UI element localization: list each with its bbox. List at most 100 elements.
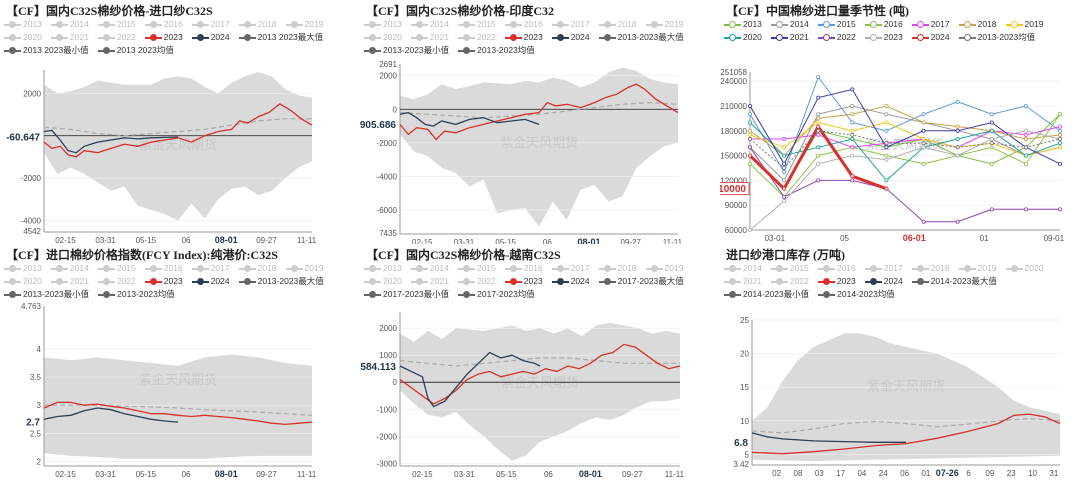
- legend-item-2013-2023最大值[interactable]: 2013-2023最大值: [238, 275, 324, 288]
- legend-item-2023[interactable]: 2023: [864, 31, 903, 44]
- legend-item-2016[interactable]: 2016: [144, 18, 183, 31]
- legend-item-2017-2023最大值[interactable]: 2017-2023最大值: [598, 275, 684, 288]
- legend-item-2013-2023最小值[interactable]: 2013-2023最小值: [4, 288, 89, 301]
- legend-item-2013-2023均值[interactable]: 2013-2023均值: [458, 44, 535, 57]
- legend-item-2014[interactable]: 2014: [410, 262, 449, 275]
- legend-item-2013[interactable]: 2013: [724, 18, 762, 31]
- legend-item-2019[interactable]: 2019: [958, 262, 997, 275]
- legend-label: 2019: [304, 19, 324, 29]
- legend-item-2021[interactable]: 2021: [50, 275, 89, 288]
- legend-item-2023[interactable]: 2023: [817, 275, 856, 288]
- series-point-2022: [816, 178, 821, 183]
- legend-item-2014[interactable]: 2014: [724, 262, 762, 275]
- legend-item-2014[interactable]: 2014: [410, 18, 449, 31]
- legend-item-2014-2023最大值[interactable]: 2014-2023最大值: [911, 275, 997, 288]
- legend-item-2014[interactable]: 2014: [50, 262, 89, 275]
- x-tick-label: 08-01: [215, 469, 238, 479]
- legend-item-2017-2023均值[interactable]: 2017-2023均值: [458, 288, 535, 301]
- legend-item-2023[interactable]: 2023: [504, 275, 543, 288]
- legend-item-2024[interactable]: 2024: [551, 31, 590, 44]
- legend-item-2014[interactable]: 2014: [50, 18, 89, 31]
- legend-item-2024[interactable]: 2024: [911, 31, 950, 44]
- legend-item-2018[interactable]: 2018: [958, 18, 997, 31]
- legend-item-2014-2023最小值[interactable]: 2014-2023最小值: [724, 288, 809, 301]
- legend-item-2013-2023均值[interactable]: 2013-2023均值: [958, 31, 1035, 44]
- legend-item-2024[interactable]: 2024: [191, 275, 230, 288]
- legend-item-2015[interactable]: 2015: [817, 18, 856, 31]
- legend-item-2018[interactable]: 2018: [598, 262, 637, 275]
- legend-item-2013-2023最小值[interactable]: 2013-2023最小值: [364, 44, 449, 57]
- series-point-2020: [782, 153, 787, 158]
- series-point-2020: [850, 137, 855, 142]
- legend-item-2014[interactable]: 2014: [770, 18, 809, 31]
- legend-item-2020[interactable]: 2020: [724, 31, 762, 44]
- legend-item-2016[interactable]: 2016: [504, 18, 543, 31]
- legend-item-2020[interactable]: 2020: [4, 275, 42, 288]
- legend-item-2015[interactable]: 2015: [97, 262, 136, 275]
- legend-item-2013-2023均值[interactable]: 2013-2023均值: [98, 288, 175, 301]
- legend-item-2016[interactable]: 2016: [144, 262, 183, 275]
- legend-item-2013 2023均值[interactable]: 2013 2023均值: [97, 44, 174, 57]
- legend-label: 2023: [523, 32, 543, 42]
- legend-item-2013[interactable]: 2013: [4, 262, 42, 275]
- legend-item-2021[interactable]: 2021: [410, 275, 449, 288]
- series-line-2023: [399, 343, 681, 405]
- legend-item-2022[interactable]: 2022: [770, 275, 809, 288]
- legend-item-2017[interactable]: 2017: [551, 18, 590, 31]
- legend-item-2017[interactable]: 2017: [191, 18, 230, 31]
- legend-label: 2022: [789, 276, 809, 286]
- legend-item-2013 2023最大值[interactable]: 2013 2023最大值: [238, 31, 323, 44]
- legend-item-2024[interactable]: 2024: [864, 275, 903, 288]
- legend-item-2019[interactable]: 2019: [285, 262, 323, 275]
- legend-item-2015[interactable]: 2015: [97, 18, 136, 31]
- legend-item-2013[interactable]: 2013: [364, 18, 402, 31]
- legend-item-2021[interactable]: 2021: [770, 31, 809, 44]
- legend-item-2020[interactable]: 2020: [364, 31, 402, 44]
- legend-item-2019[interactable]: 2019: [1005, 18, 1043, 31]
- legend-item-2013 2023最小值[interactable]: 2013 2023最小值: [4, 44, 89, 57]
- legend-swatch: [770, 20, 788, 29]
- legend-item-2015[interactable]: 2015: [457, 262, 496, 275]
- legend-label: 2013 2023均值: [116, 45, 174, 55]
- legend-item-2022[interactable]: 2022: [97, 275, 136, 288]
- legend-item-2023[interactable]: 2023: [144, 31, 183, 44]
- legend-item-2020[interactable]: 2020: [1005, 262, 1043, 275]
- legend-item-2021[interactable]: 2021: [724, 275, 762, 288]
- legend-item-2022[interactable]: 2022: [817, 31, 856, 44]
- legend-item-2019[interactable]: 2019: [645, 18, 683, 31]
- legend-item-2017[interactable]: 2017: [911, 18, 950, 31]
- legend-item-2020[interactable]: 2020: [4, 31, 42, 44]
- legend-item-2023[interactable]: 2023: [504, 31, 543, 44]
- legend-item-2018[interactable]: 2018: [238, 262, 277, 275]
- legend-item-2014-2023均值[interactable]: 2014-2023均值: [818, 288, 895, 301]
- legend-item-2013[interactable]: 2013: [364, 262, 402, 275]
- legend-swatch: [551, 20, 569, 29]
- legend-item-2020[interactable]: 2020: [364, 275, 402, 288]
- legend-item-2023[interactable]: 2023: [144, 275, 183, 288]
- legend-item-2022[interactable]: 2022: [97, 31, 136, 44]
- legend-item-2015[interactable]: 2015: [770, 262, 809, 275]
- legend-item-2024[interactable]: 2024: [551, 275, 590, 288]
- legend-item-2018[interactable]: 2018: [238, 18, 277, 31]
- legend-item-2021[interactable]: 2021: [410, 31, 449, 44]
- legend-item-2016[interactable]: 2016: [864, 18, 903, 31]
- legend-item-2016[interactable]: 2016: [504, 262, 543, 275]
- legend-item-2018[interactable]: 2018: [911, 262, 950, 275]
- legend-item-2022[interactable]: 2022: [457, 31, 496, 44]
- legend-item-2015[interactable]: 2015: [457, 18, 496, 31]
- legend-item-2017[interactable]: 2017: [191, 262, 230, 275]
- legend-swatch: [97, 33, 115, 42]
- legend-item-2019[interactable]: 2019: [285, 18, 324, 31]
- legend-item-2019[interactable]: 2019: [645, 262, 683, 275]
- legend-item-2018[interactable]: 2018: [598, 18, 637, 31]
- legend-item-2017[interactable]: 2017: [551, 262, 590, 275]
- legend-item-2017[interactable]: 2017: [864, 262, 903, 275]
- legend-item-2017-2023最小值[interactable]: 2017-2023最小值: [364, 288, 449, 301]
- legend-item-2016[interactable]: 2016: [817, 262, 856, 275]
- legend-item-2013-2023最大值[interactable]: 2013-2023最大值: [598, 31, 684, 44]
- legend-item-2022[interactable]: 2022: [457, 275, 496, 288]
- legend-item-2013[interactable]: 2013: [4, 18, 42, 31]
- x-tick-label: 06: [543, 238, 552, 244]
- legend-item-2024[interactable]: 2024: [191, 31, 230, 44]
- legend-item-2021[interactable]: 2021: [50, 31, 89, 44]
